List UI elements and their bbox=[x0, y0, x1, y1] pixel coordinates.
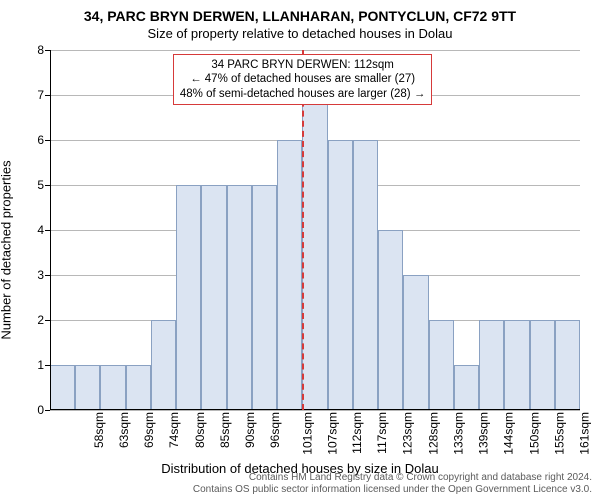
y-tick-label: 4 bbox=[37, 223, 44, 237]
y-tick-label: 3 bbox=[37, 268, 44, 282]
bar bbox=[100, 365, 125, 410]
x-tick-label: 69sqm bbox=[142, 412, 156, 448]
x-tick-label: 161sqm bbox=[578, 412, 592, 455]
x-tick-label: 150sqm bbox=[527, 412, 541, 455]
bar bbox=[75, 365, 100, 410]
annotation-box: 34 PARC BRYN DERWEN: 112sqm← 47% of deta… bbox=[173, 54, 432, 105]
chart-title-main: 34, PARC BRYN DERWEN, LLANHARAN, PONTYCL… bbox=[0, 0, 600, 25]
annotation-line: 48% of semi-detached houses are larger (… bbox=[180, 87, 425, 101]
y-axis-label: Number of detached properties bbox=[0, 160, 14, 339]
x-tick-label: 107sqm bbox=[325, 412, 339, 455]
footer-line-2: Contains OS public sector information li… bbox=[0, 484, 592, 496]
footer-text: Contains HM Land Registry data © Crown c… bbox=[0, 472, 592, 496]
y-tick-label: 0 bbox=[37, 403, 44, 417]
y-axis-line bbox=[50, 50, 51, 410]
chart-title-sub: Size of property relative to detached ho… bbox=[0, 25, 600, 42]
x-tick-label: 85sqm bbox=[218, 412, 232, 448]
x-tick-label: 155sqm bbox=[553, 412, 567, 455]
bar bbox=[277, 140, 302, 410]
x-tick-label: 96sqm bbox=[268, 412, 282, 448]
bar bbox=[555, 320, 580, 410]
x-tick-label: 128sqm bbox=[426, 412, 440, 455]
bar bbox=[50, 365, 75, 410]
x-tick-label: 58sqm bbox=[92, 412, 106, 448]
x-tick-label: 139sqm bbox=[477, 412, 491, 455]
bar bbox=[504, 320, 529, 410]
y-tick-label: 1 bbox=[37, 358, 44, 372]
x-tick-label: 117sqm bbox=[375, 412, 389, 454]
x-tick-label: 63sqm bbox=[117, 412, 131, 448]
bar bbox=[530, 320, 555, 410]
x-tick-label: 90sqm bbox=[243, 412, 257, 448]
chart-container: 34, PARC BRYN DERWEN, LLANHARAN, PONTYCL… bbox=[0, 0, 600, 500]
bar bbox=[302, 95, 327, 410]
x-tick-label: 80sqm bbox=[193, 412, 207, 448]
x-axis-line bbox=[50, 409, 580, 410]
bar bbox=[151, 320, 176, 410]
x-tick-label: 123sqm bbox=[401, 412, 415, 455]
y-tick-label: 2 bbox=[37, 313, 44, 327]
bar bbox=[479, 320, 504, 410]
bar bbox=[328, 140, 353, 410]
annotation-line: 34 PARC BRYN DERWEN: 112sqm bbox=[180, 58, 425, 72]
bar bbox=[353, 140, 378, 410]
x-tick-label: 112sqm bbox=[350, 412, 364, 454]
bar bbox=[252, 185, 277, 410]
bar bbox=[429, 320, 454, 410]
y-tick bbox=[45, 410, 50, 411]
bar bbox=[227, 185, 252, 410]
plot-area: 012345678 58sqm63sqm69sqm74sqm80sqm85sqm… bbox=[50, 50, 580, 410]
x-tick-label: 133sqm bbox=[452, 412, 466, 455]
x-tick-label: 144sqm bbox=[502, 412, 516, 455]
footer-line-1: Contains HM Land Registry data © Crown c… bbox=[0, 472, 592, 484]
y-tick-label: 5 bbox=[37, 178, 44, 192]
bar bbox=[201, 185, 226, 410]
bar bbox=[403, 275, 428, 410]
y-tick-label: 8 bbox=[37, 43, 44, 57]
y-tick-label: 7 bbox=[37, 88, 44, 102]
annotation-line: ← 47% of detached houses are smaller (27… bbox=[180, 72, 425, 86]
bar bbox=[378, 230, 403, 410]
bar bbox=[454, 365, 479, 410]
gridline bbox=[50, 410, 580, 411]
x-tick-label: 101sqm bbox=[300, 412, 314, 455]
x-tick-label: 74sqm bbox=[167, 412, 181, 448]
y-tick-label: 6 bbox=[37, 133, 44, 147]
bar bbox=[126, 365, 151, 410]
bar bbox=[176, 185, 201, 410]
